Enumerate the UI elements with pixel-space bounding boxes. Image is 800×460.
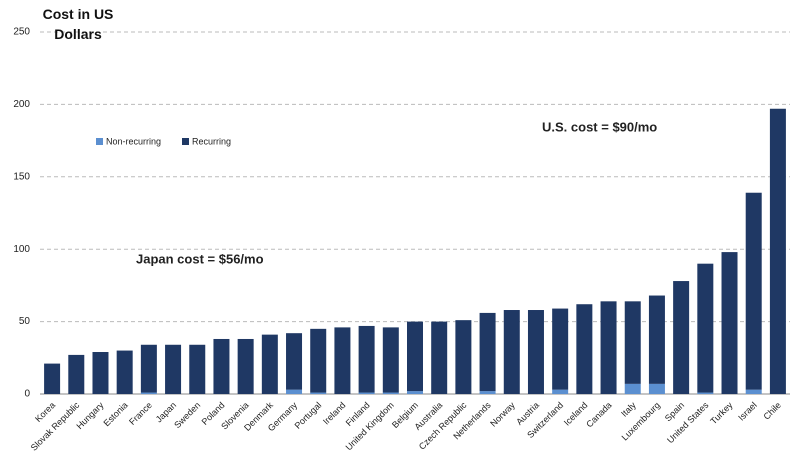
y-tick-label: 250: [13, 27, 30, 38]
y-tick-label: 200: [13, 99, 30, 110]
bar-segment: [479, 391, 496, 394]
x-tick-label: Sweden: [172, 400, 202, 430]
bar-segment: [576, 304, 593, 394]
bar-segment: [165, 344, 182, 394]
bar-segment: [624, 383, 641, 394]
bar-segment: [455, 320, 472, 394]
bar-segment: [648, 295, 665, 384]
bar-segment: [286, 333, 303, 390]
bar-segment: [286, 389, 303, 394]
y-axis-label: Cost in US Dollars: [42, 6, 114, 42]
y-tick-label: 150: [13, 171, 30, 182]
bar-segment: [697, 392, 714, 394]
bar-segment: [745, 389, 762, 394]
x-tick-label: Canada: [584, 400, 613, 429]
annotation: U.S. cost = $90/mo: [542, 119, 657, 134]
bar-segment: [624, 301, 641, 384]
bar-segment: [189, 344, 206, 394]
bar-segment: [673, 281, 690, 394]
bar-segment: [503, 310, 520, 394]
bar-segment: [407, 391, 423, 394]
bar-segment: [116, 350, 133, 394]
bar-segment: [310, 328, 327, 393]
x-tick-label: Ireland: [321, 400, 348, 427]
bar-segment: [552, 308, 569, 390]
x-tick-label: Hungary: [74, 400, 105, 431]
bar-segment: [407, 321, 423, 392]
y-tick-label: 50: [19, 316, 31, 327]
x-tick-label: Italy: [619, 400, 638, 419]
bar-segment: [310, 392, 327, 394]
bar-segment: [697, 263, 714, 393]
bar-segment: [358, 392, 375, 394]
bar-segment: [479, 312, 496, 392]
x-tick-label: France: [127, 400, 154, 427]
legend-swatch: [182, 138, 189, 145]
x-tick-label: Portugal: [293, 400, 324, 431]
bar-segment: [237, 338, 254, 394]
bar-segment: [431, 321, 448, 394]
annotation: Japan cost = $56/mo: [136, 251, 264, 266]
y-tick-label: 100: [13, 244, 30, 255]
bar-segment: [769, 108, 786, 394]
legend-label: Recurring: [192, 136, 231, 146]
bar-segment: [68, 354, 85, 394]
bar-segment: [527, 310, 544, 394]
bar-segment: [358, 325, 375, 393]
x-tick-label: Norway: [488, 400, 517, 429]
y-tick-label: 0: [24, 389, 30, 400]
x-tick-label: Estonia: [101, 400, 129, 428]
bar-segment: [745, 192, 762, 390]
bar-segment: [334, 327, 351, 394]
bar-segment: [382, 327, 399, 393]
bar-segment: [261, 334, 278, 394]
bar-segment: [382, 392, 399, 394]
bar-segment: [44, 363, 61, 394]
bar-segment: [140, 344, 157, 393]
legend-label: Non-recurring: [106, 136, 161, 146]
bar-segment: [600, 301, 617, 394]
x-tick-label: Israel: [736, 400, 759, 423]
bar-segment: [213, 338, 230, 394]
bar-segment: [648, 383, 665, 394]
bar-segment: [92, 352, 109, 394]
x-tick-label: Turkey: [708, 400, 735, 427]
bar-segment: [721, 252, 738, 394]
x-tick-label: Chile: [761, 400, 783, 422]
legend-swatch: [96, 138, 103, 145]
bar-segment: [140, 392, 157, 394]
bar-segment: [552, 389, 569, 394]
